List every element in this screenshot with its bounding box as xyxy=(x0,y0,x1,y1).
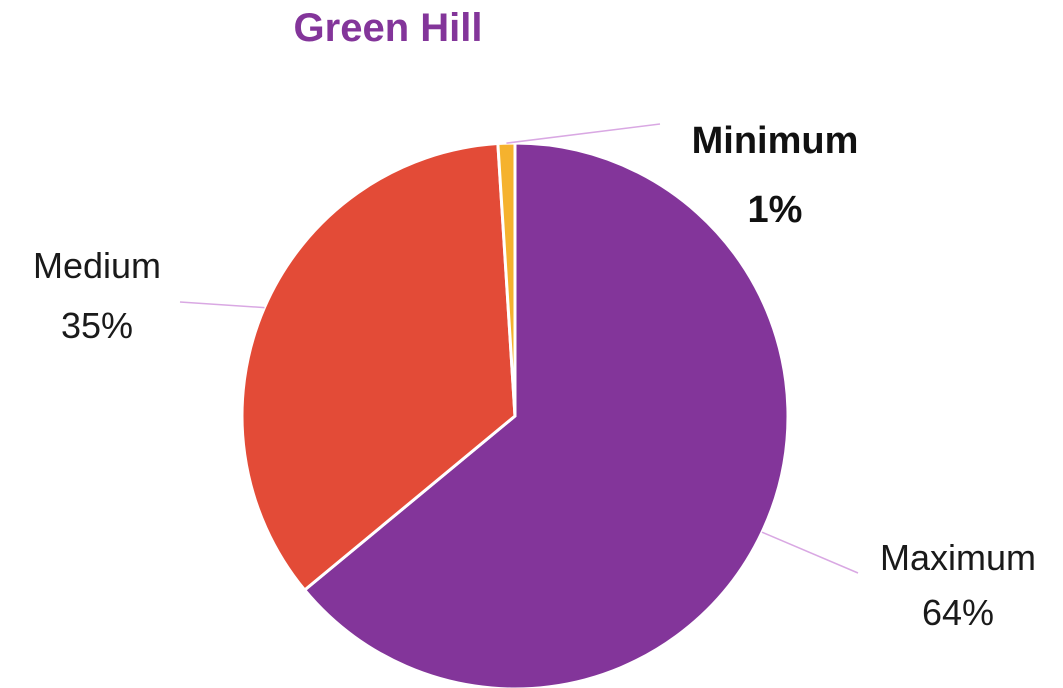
slice-percent-maximum: 64% xyxy=(922,592,994,633)
slice-percent-medium: 35% xyxy=(61,305,133,346)
leader-line-minimum xyxy=(506,123,661,144)
slice-percent-minimum: 1% xyxy=(748,189,803,231)
leader-line-medium xyxy=(179,301,265,309)
pie-slice-maximum xyxy=(302,141,790,688)
slice-label-maximum: Maximum xyxy=(880,537,1036,578)
pie-slice-medium xyxy=(240,141,517,593)
pie-slice-minimum xyxy=(496,141,517,417)
leader-line-maximum xyxy=(761,531,859,574)
slice-label-medium: Medium xyxy=(33,245,161,286)
chart-title: Green Hill xyxy=(293,6,483,50)
slice-label-minimum: Minimum xyxy=(692,120,859,162)
